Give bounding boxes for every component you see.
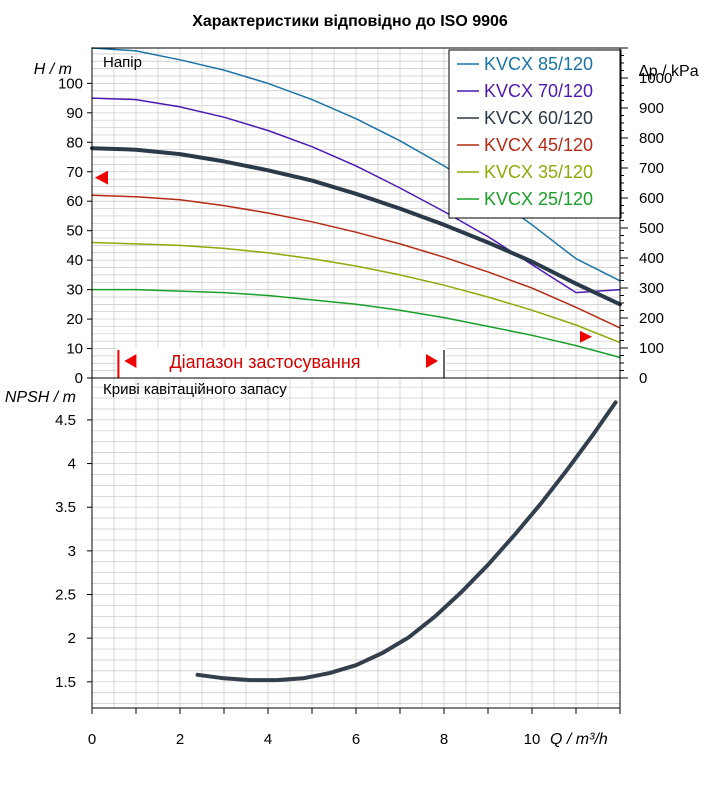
head-curve-line bbox=[91, 47, 621, 282]
x-tick-label: 8 bbox=[440, 731, 448, 748]
head-panel-label: Напір bbox=[103, 54, 142, 71]
y-tick-label: 70 bbox=[66, 164, 83, 181]
right-tick-label: 900 bbox=[639, 100, 664, 117]
pressure-y-axis-label: ∆p / kPa bbox=[639, 63, 699, 80]
legend-label: KVCX 25/120 bbox=[484, 189, 593, 209]
right-tick-label: 1000 bbox=[639, 70, 672, 87]
head-panel: 0102030405060708090100010020030040050060… bbox=[34, 47, 699, 387]
right-tick-label: 700 bbox=[639, 160, 664, 177]
npsh-gridlines bbox=[91, 378, 621, 708]
y-tick-label: 100 bbox=[58, 75, 83, 92]
npsh-curve-line bbox=[195, 400, 618, 683]
y-tick-label: 80 bbox=[66, 134, 83, 151]
npsh-y-tick-label: 3.5 bbox=[55, 499, 76, 516]
x-axis-label: Q / m³/h bbox=[550, 731, 608, 748]
x-tick-label: 10 bbox=[524, 731, 541, 748]
npsh-axis-ticks: 1.5 2 2.5 3 3.5 4 4.5 0 2 4 6 8 10 bbox=[55, 412, 621, 748]
npsh-y-tick-label: 1.5 bbox=[55, 674, 76, 691]
legend-label: KVCX 45/120 bbox=[484, 135, 593, 155]
application-range: Діапазон застосування bbox=[116, 348, 447, 378]
npsh-y-tick-label: 2 bbox=[68, 630, 76, 647]
y-tick-label: 20 bbox=[66, 311, 83, 328]
npsh-panel: 1.5 2 2.5 3 3.5 4 4.5 0 2 4 6 8 10 Криві кавітаційно… bbox=[5, 377, 621, 748]
legend-label: KVCX 70/120 bbox=[484, 81, 593, 101]
head-curve-line bbox=[91, 97, 621, 294]
y-tick-label: 30 bbox=[66, 282, 83, 299]
y-tick-label: 40 bbox=[66, 252, 83, 269]
npsh-y-tick-label: 4 bbox=[68, 456, 76, 473]
npsh-plot-frame bbox=[91, 377, 621, 709]
legend-box bbox=[448, 49, 622, 219]
x-tick-label: 4 bbox=[264, 731, 272, 748]
npsh-y-axis-label: NPSH / m bbox=[5, 389, 76, 406]
npsh-y-tick-label: 3 bbox=[68, 543, 76, 560]
npsh-panel-label: Криві кавітаційного запасу bbox=[103, 381, 287, 398]
head-gridlines bbox=[91, 48, 621, 379]
y-tick-label: 10 bbox=[66, 341, 83, 358]
legend-label: KVCX 35/120 bbox=[484, 162, 593, 182]
x-tick-label: 6 bbox=[352, 731, 360, 748]
range-arrow-left bbox=[124, 354, 137, 368]
x-tick-label: 0 bbox=[88, 731, 96, 748]
head-axis-ticks: 0102030405060708090100010020030040050060… bbox=[58, 47, 672, 387]
right-tick-label: 0 bbox=[639, 370, 647, 387]
right-tick-label: 100 bbox=[639, 340, 664, 357]
head-curve-line bbox=[91, 194, 621, 329]
duty-point-marker-right bbox=[580, 330, 592, 343]
y-tick-label: 90 bbox=[66, 105, 83, 122]
application-range-label: Діапазон застосування bbox=[169, 352, 360, 372]
application-range-background bbox=[116, 348, 447, 378]
right-tick-label: 300 bbox=[639, 280, 664, 297]
x-tick-label: 2 bbox=[176, 731, 184, 748]
right-tick-label: 500 bbox=[639, 220, 664, 237]
right-tick-label: 800 bbox=[639, 130, 664, 147]
head-curves bbox=[90, 47, 622, 359]
range-arrow-right bbox=[426, 354, 438, 368]
duty-point-marker-left bbox=[95, 170, 108, 185]
head-curve-line bbox=[91, 241, 621, 344]
npsh-y-tick-label: 4.5 bbox=[55, 412, 76, 429]
head-y-axis-label: H / m bbox=[34, 61, 72, 78]
right-tick-label: 200 bbox=[639, 310, 664, 327]
head-curve-line bbox=[90, 146, 622, 307]
y-tick-label: 60 bbox=[66, 193, 83, 210]
y-tick-label: 0 bbox=[75, 370, 83, 387]
npsh-curve bbox=[195, 400, 618, 683]
legend-label: KVCX 85/120 bbox=[484, 54, 593, 74]
legend: KVCX 85/120 KVCX 70/120 KVCX 60/120 KVCX 45… bbox=[448, 49, 622, 219]
npsh-y-tick-label: 2.5 bbox=[55, 587, 76, 604]
head-curve-line bbox=[91, 288, 621, 359]
y-tick-label: 50 bbox=[66, 223, 83, 240]
chart-title: Характеристики відповідно до ISO 9906 bbox=[192, 13, 508, 30]
right-tick-label: 400 bbox=[639, 250, 664, 267]
legend-label: KVCX 60/120 bbox=[484, 108, 593, 128]
right-tick-label: 600 bbox=[639, 190, 664, 207]
